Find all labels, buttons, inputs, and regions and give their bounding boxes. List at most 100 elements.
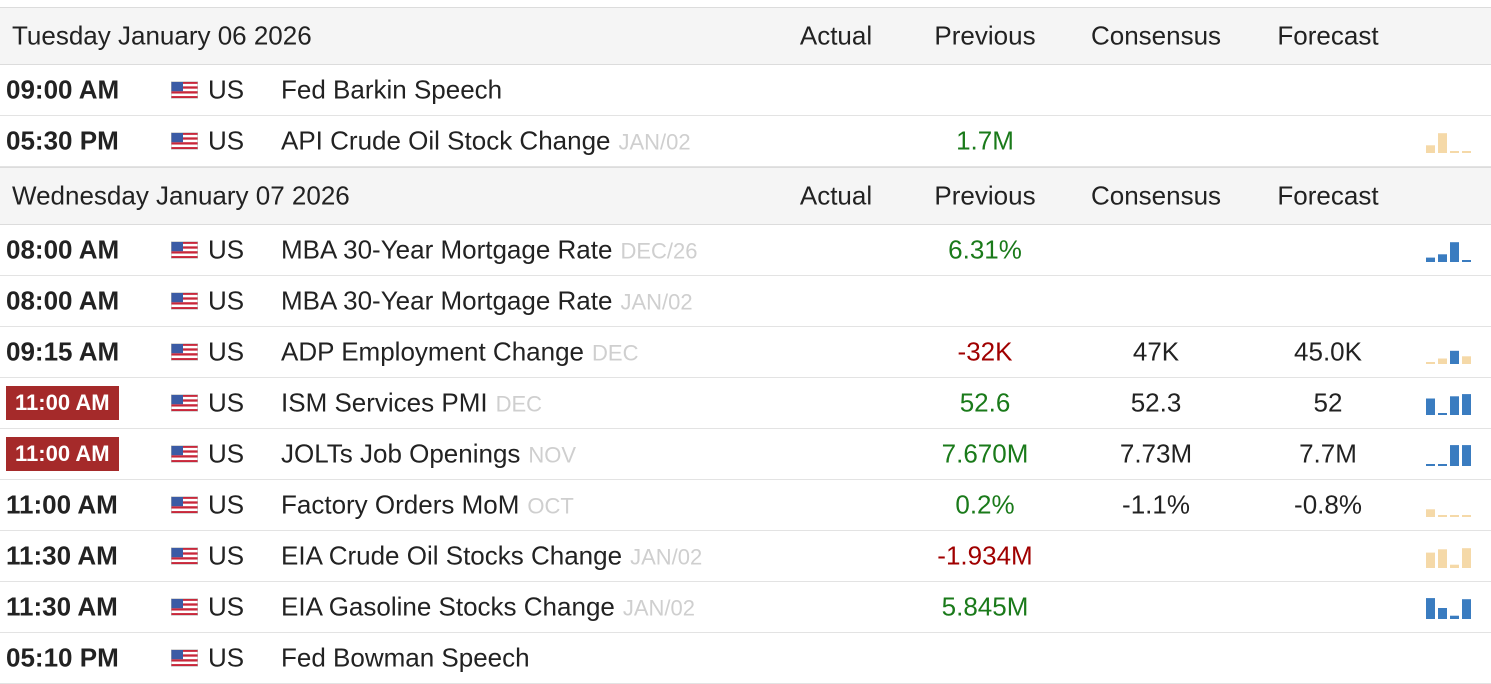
previous-value: 1.7M: [956, 125, 1014, 156]
sparkline-chart: [1426, 598, 1471, 619]
event-row[interactable]: 08:00 AM US MBA 30-Year Mortgage Rate JAN/0…: [0, 276, 1491, 327]
event-name-link[interactable]: Fed Barkin Speech: [281, 75, 502, 106]
event-country: US: [208, 540, 245, 571]
event-row[interactable]: 11:00 AM US Factory Orders MoM OCT 0.2% -1.1%…: [0, 480, 1491, 531]
us-flag-icon: [171, 598, 198, 616]
event-time: 09:00 AM: [6, 74, 120, 105]
forecast-value: 45.0K: [1294, 336, 1362, 367]
event-reference-period: JAN/02: [630, 544, 703, 570]
event-row[interactable]: 11:00 AM US ISM Services PMI DEC 52.6 52.3 52: [0, 378, 1491, 429]
us-flag-icon: [171, 445, 198, 463]
event-row[interactable]: 11:30 AM US EIA Gasoline Stocks Change JAN/…: [0, 582, 1491, 633]
column-header-forecast: Forecast: [1277, 20, 1379, 51]
sparkline-bar: [1450, 445, 1459, 466]
sparkline-chart: [1426, 394, 1471, 415]
event-name-link[interactable]: ADP Employment Change DEC: [281, 337, 638, 368]
event-row[interactable]: 11:00 AM US JOLTs Job Openings NOV 7.670M 7.7…: [0, 429, 1491, 480]
event-time: 08:00 AM: [6, 234, 120, 265]
event-row[interactable]: 09:00 AM US Fed Barkin Speech: [0, 65, 1491, 116]
event-name: Factory Orders MoM: [281, 489, 520, 520]
column-header-previous: Previous: [934, 180, 1036, 211]
event-reference-period: NOV: [528, 442, 577, 468]
previous-value: 7.670M: [941, 438, 1029, 469]
sparkline-bar: [1450, 350, 1459, 364]
event-country: US: [208, 591, 245, 622]
event-name: EIA Gasoline Stocks Change: [281, 591, 615, 622]
consensus-value: 52.3: [1130, 387, 1182, 418]
sparkline-bar: [1450, 242, 1459, 262]
event-name: JOLTs Job Openings: [281, 438, 521, 469]
event-time: 05:30 PM: [6, 125, 119, 156]
event-row[interactable]: 05:30 PM US API Crude Oil Stock Change JAN/…: [0, 116, 1491, 167]
previous-value: -32K: [957, 336, 1013, 367]
sparkline-bar: [1462, 151, 1471, 153]
event-time: 08:00 AM: [6, 285, 120, 316]
sparkline-bar: [1426, 552, 1435, 568]
consensus-value: 7.73M: [1119, 438, 1193, 469]
event-name-link[interactable]: Fed Bowman Speech: [281, 643, 530, 674]
event-row[interactable]: 05:10 PM US Fed Bowman Speech: [0, 633, 1491, 684]
event-name-link[interactable]: Factory Orders MoM OCT: [281, 490, 574, 521]
sparkline-bar: [1426, 509, 1435, 517]
consensus-value: 47K: [1132, 336, 1180, 367]
previous-value: 6.31%: [948, 234, 1022, 265]
event-row[interactable]: 09:15 AM US ADP Employment Change DEC -32K 47…: [0, 327, 1491, 378]
sparkline-chart: [1426, 242, 1471, 262]
us-flag-icon: [171, 394, 198, 412]
event-reference-period: JAN/02: [620, 289, 693, 315]
sparkline-bar: [1438, 254, 1447, 262]
group-date: Wednesday January 07 2026: [12, 180, 350, 211]
event-name-link[interactable]: EIA Gasoline Stocks Change JAN/02: [281, 592, 695, 623]
event-reference-period: JAN/02: [618, 129, 691, 155]
event-name-link[interactable]: EIA Crude Oil Stocks Change JAN/02: [281, 541, 702, 572]
event-time: 11:30 AM: [6, 591, 118, 622]
column-header-actual: Actual: [799, 180, 873, 211]
sparkline-bar: [1438, 515, 1447, 517]
event-time: 11:00 AM: [6, 386, 119, 420]
us-flag-icon: [171, 241, 198, 259]
sparkline-bar: [1462, 260, 1471, 262]
event-country: US: [208, 642, 245, 673]
event-name-link[interactable]: ISM Services PMI DEC: [281, 388, 542, 419]
event-time: 11:30 AM: [6, 540, 118, 571]
sparkline-bar: [1426, 464, 1435, 466]
sparkline-bar: [1462, 445, 1471, 466]
sparkline-bar: [1426, 598, 1435, 619]
sparkline-bar: [1438, 549, 1447, 568]
date-group-header: Tuesday January 06 2026 Actual Previous Con…: [0, 7, 1491, 65]
sparkline-bar: [1438, 358, 1447, 364]
event-reference-period: DEC/26: [620, 238, 698, 264]
column-header-consensus: Consensus: [1090, 20, 1222, 51]
event-name: API Crude Oil Stock Change: [281, 125, 611, 156]
event-name: Fed Barkin Speech: [281, 74, 503, 105]
event-name-link[interactable]: API Crude Oil Stock Change JAN/02: [281, 126, 691, 157]
sparkline-bar: [1426, 362, 1435, 364]
sparkline-bar: [1450, 615, 1459, 619]
event-row[interactable]: 11:30 AM US EIA Crude Oil Stocks Change JAN…: [0, 531, 1491, 582]
event-country: US: [208, 125, 245, 156]
sparkline-bar: [1438, 464, 1447, 466]
event-country: US: [208, 387, 245, 418]
event-country: US: [208, 285, 245, 316]
sparkline-bar: [1450, 515, 1459, 517]
sparkline-bar: [1426, 145, 1435, 153]
column-header-forecast: Forecast: [1277, 180, 1379, 211]
event-reference-period: DEC: [592, 340, 639, 366]
event-time: 11:00 AM: [6, 437, 119, 471]
sparkline-bar: [1462, 548, 1471, 568]
event-country: US: [208, 438, 245, 469]
event-name-link[interactable]: JOLTs Job Openings NOV: [281, 439, 576, 470]
sparkline-bar: [1450, 151, 1459, 153]
previous-value: 52.6: [959, 387, 1011, 418]
sparkline-chart: [1426, 509, 1471, 517]
event-name-link[interactable]: MBA 30-Year Mortgage Rate JAN/02: [281, 286, 693, 317]
column-header-actual: Actual: [799, 20, 873, 51]
sparkline-bar: [1462, 356, 1471, 364]
us-flag-icon: [171, 132, 198, 150]
event-row[interactable]: 08:00 AM US MBA 30-Year Mortgage Rate DEC/2…: [0, 225, 1491, 276]
column-header-consensus: Consensus: [1090, 180, 1222, 211]
event-name: EIA Crude Oil Stocks Change: [281, 540, 623, 571]
event-name-link[interactable]: MBA 30-Year Mortgage Rate DEC/26: [281, 235, 698, 266]
event-name: ISM Services PMI: [281, 387, 488, 418]
